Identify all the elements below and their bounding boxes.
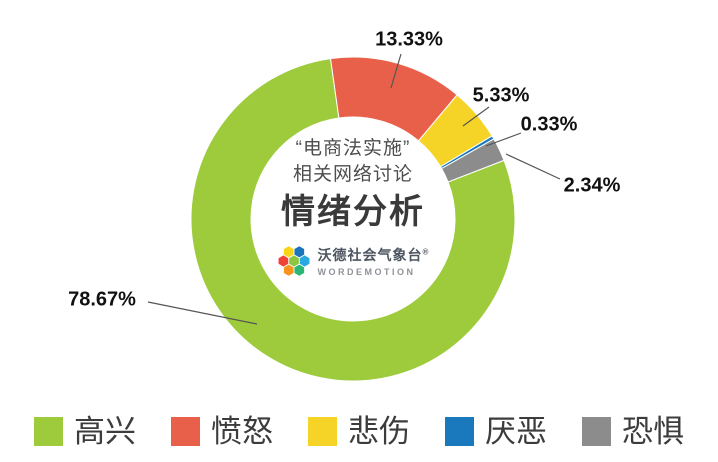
brand-block: 沃德社会气象台® WORDEMOTION [235,244,471,278]
legend-swatch-anger [171,416,200,446]
brand-logo-hex-3 [283,264,294,276]
center-title-line1: “电商法实施” [295,138,411,159]
leader-line-sadness [462,106,490,127]
legend-label-disgust: 厌恶 [485,413,547,449]
brand-reg-mark: ® [422,247,430,257]
legend-label-anger: 愤怒 [211,413,273,449]
legend-swatch-happy [34,416,63,446]
donut-slices [190,56,516,382]
legend: 高兴 愤怒 悲伤 厌恶 恐惧 [0,406,718,456]
brand-logo-hex-0 [288,255,299,267]
brand-text: 沃德社会气象台® WORDEMOTION [318,245,430,277]
legend-swatch-fear [582,416,611,446]
leader-line-fear [505,153,561,180]
brand-name-text: 沃德社会气象台 [317,247,423,263]
legend-item-happy: 高兴 [34,416,136,447]
legend-item-anger: 愤怒 [171,416,273,447]
value-label-disgust: 0.33% [520,113,578,136]
donut-center: “电商法实施” 相关网络讨论 情绪分析 沃德社会气象台® WORDEMOTION [235,136,471,278]
value-label-sadness: 5.33% [472,84,530,107]
value-label-anger: 13.33% [375,28,443,51]
legend-swatch-disgust [445,416,474,446]
brand-logo-hex-4 [278,255,288,267]
legend-label-fear: 恐惧 [622,413,684,449]
leader-lines [147,53,561,325]
donut-slice-happy [190,58,516,382]
value-label-happy: 78.67% [68,288,136,311]
brand-logo-hex-5 [283,246,294,258]
brand-name: 沃德社会气象台® [318,245,430,265]
center-title-line3: 情绪分析 [281,193,425,231]
brand-logo-hex-2 [293,264,304,276]
value-label-fear: 2.34% [563,174,621,197]
legend-item-sadness: 悲伤 [308,416,410,447]
brand-hexagon-logo-icon [278,246,309,276]
legend-label-happy: 高兴 [74,413,136,449]
brand-latin: WORDEMOTION [317,267,416,277]
brand-logo-hex-6 [293,246,304,258]
center-title-line2: 相关网络讨论 [292,164,413,185]
leader-line-anger [390,53,402,89]
legend-item-disgust: 厌恶 [445,416,547,447]
leader-line-happy [147,301,258,325]
brand-logo-hex-1 [299,255,309,267]
legend-item-fear: 恐惧 [582,416,684,447]
legend-label-sadness: 悲伤 [348,413,410,449]
legend-swatch-sadness [308,416,337,446]
leader-line-disgust [485,132,522,147]
